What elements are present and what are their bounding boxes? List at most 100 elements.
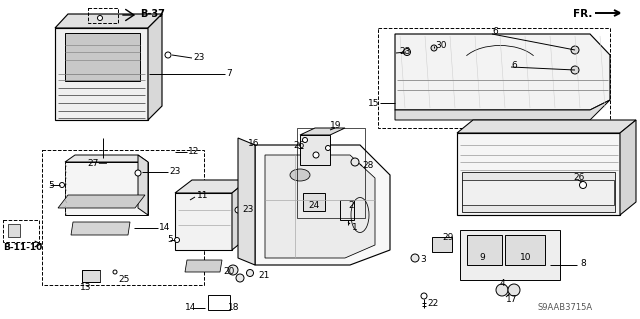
Bar — [303, 193, 325, 211]
Polygon shape — [457, 133, 620, 215]
Text: 22: 22 — [427, 300, 438, 308]
Text: 8: 8 — [580, 259, 586, 269]
Polygon shape — [300, 128, 345, 135]
Circle shape — [508, 284, 520, 296]
Circle shape — [326, 145, 330, 151]
Circle shape — [175, 238, 179, 242]
Polygon shape — [58, 195, 145, 208]
Polygon shape — [462, 172, 615, 212]
Bar — [467, 235, 502, 265]
Polygon shape — [65, 162, 148, 215]
Polygon shape — [265, 155, 375, 258]
Text: 3: 3 — [420, 255, 426, 263]
Bar — [42, 150, 204, 285]
Text: 21: 21 — [258, 271, 269, 280]
Circle shape — [571, 66, 579, 74]
Circle shape — [496, 284, 508, 296]
Circle shape — [100, 158, 106, 162]
Text: 29: 29 — [442, 234, 453, 242]
Text: 18: 18 — [228, 303, 239, 313]
Circle shape — [571, 46, 579, 54]
Circle shape — [236, 274, 244, 282]
Bar — [340, 200, 354, 220]
Polygon shape — [457, 120, 636, 133]
Polygon shape — [395, 34, 610, 110]
Text: 13: 13 — [80, 284, 92, 293]
Circle shape — [235, 207, 241, 213]
Text: 6: 6 — [511, 62, 516, 70]
Text: 27—: 27— — [87, 159, 108, 167]
Polygon shape — [460, 230, 560, 280]
Polygon shape — [138, 155, 148, 215]
Text: 7: 7 — [226, 69, 232, 78]
Text: 26: 26 — [573, 173, 584, 182]
Text: 4: 4 — [500, 279, 506, 288]
Polygon shape — [82, 270, 100, 282]
Circle shape — [411, 254, 419, 262]
Bar — [462, 180, 614, 205]
Bar — [88, 8, 118, 23]
Text: 20: 20 — [223, 268, 234, 277]
Polygon shape — [395, 100, 610, 120]
Circle shape — [403, 48, 410, 56]
Text: 26: 26 — [293, 142, 305, 151]
Text: FR.: FR. — [573, 9, 593, 19]
Text: 1: 1 — [352, 222, 358, 232]
Text: 23: 23 — [242, 204, 253, 213]
Text: 23: 23 — [193, 53, 204, 62]
Polygon shape — [55, 14, 162, 28]
Text: 25: 25 — [118, 276, 129, 285]
Polygon shape — [55, 28, 148, 120]
Polygon shape — [620, 120, 636, 215]
Bar — [432, 237, 452, 252]
Text: 5: 5 — [167, 235, 173, 244]
Text: 24: 24 — [308, 202, 319, 211]
Circle shape — [165, 52, 171, 58]
Polygon shape — [71, 222, 130, 235]
Circle shape — [228, 265, 238, 275]
Circle shape — [60, 182, 65, 188]
Bar — [8, 224, 20, 237]
Text: 5: 5 — [48, 181, 54, 189]
Circle shape — [113, 270, 117, 274]
Text: 23: 23 — [169, 167, 180, 175]
Circle shape — [303, 137, 307, 143]
Polygon shape — [238, 138, 255, 265]
Bar — [505, 235, 545, 265]
Circle shape — [246, 270, 253, 277]
Text: 14: 14 — [185, 303, 196, 313]
Polygon shape — [148, 14, 162, 120]
Text: 30: 30 — [435, 41, 447, 49]
Circle shape — [431, 45, 437, 51]
Text: 23: 23 — [399, 48, 410, 56]
Polygon shape — [300, 135, 330, 165]
Polygon shape — [232, 180, 248, 250]
Text: 10: 10 — [520, 254, 532, 263]
Circle shape — [579, 182, 586, 189]
Polygon shape — [255, 145, 390, 265]
Polygon shape — [65, 155, 148, 162]
Text: B-37: B-37 — [140, 9, 165, 19]
Circle shape — [135, 170, 141, 176]
Text: 15: 15 — [367, 99, 379, 108]
Polygon shape — [175, 193, 232, 250]
Bar — [65, 33, 140, 81]
Text: 6: 6 — [492, 26, 498, 35]
Text: 12: 12 — [188, 147, 200, 157]
Text: 11: 11 — [197, 190, 209, 199]
Text: 9: 9 — [479, 254, 485, 263]
Text: 16: 16 — [248, 138, 259, 147]
Circle shape — [421, 293, 427, 299]
Polygon shape — [185, 260, 222, 272]
Text: S9AAB3715A: S9AAB3715A — [537, 303, 592, 313]
Bar — [297, 128, 365, 218]
Text: 14: 14 — [159, 224, 170, 233]
Bar — [378, 28, 610, 128]
Circle shape — [313, 152, 319, 158]
Text: B-11-10: B-11-10 — [3, 243, 42, 253]
Polygon shape — [175, 180, 248, 193]
Text: 19: 19 — [330, 122, 342, 130]
Text: 17: 17 — [506, 295, 518, 305]
Bar — [208, 295, 230, 310]
Text: 2: 2 — [348, 202, 354, 211]
